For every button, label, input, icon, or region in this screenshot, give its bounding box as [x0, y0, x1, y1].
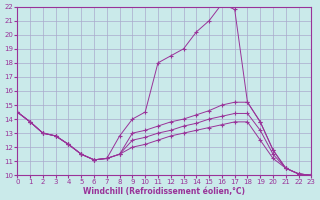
- X-axis label: Windchill (Refroidissement éolien,°C): Windchill (Refroidissement éolien,°C): [84, 187, 245, 196]
